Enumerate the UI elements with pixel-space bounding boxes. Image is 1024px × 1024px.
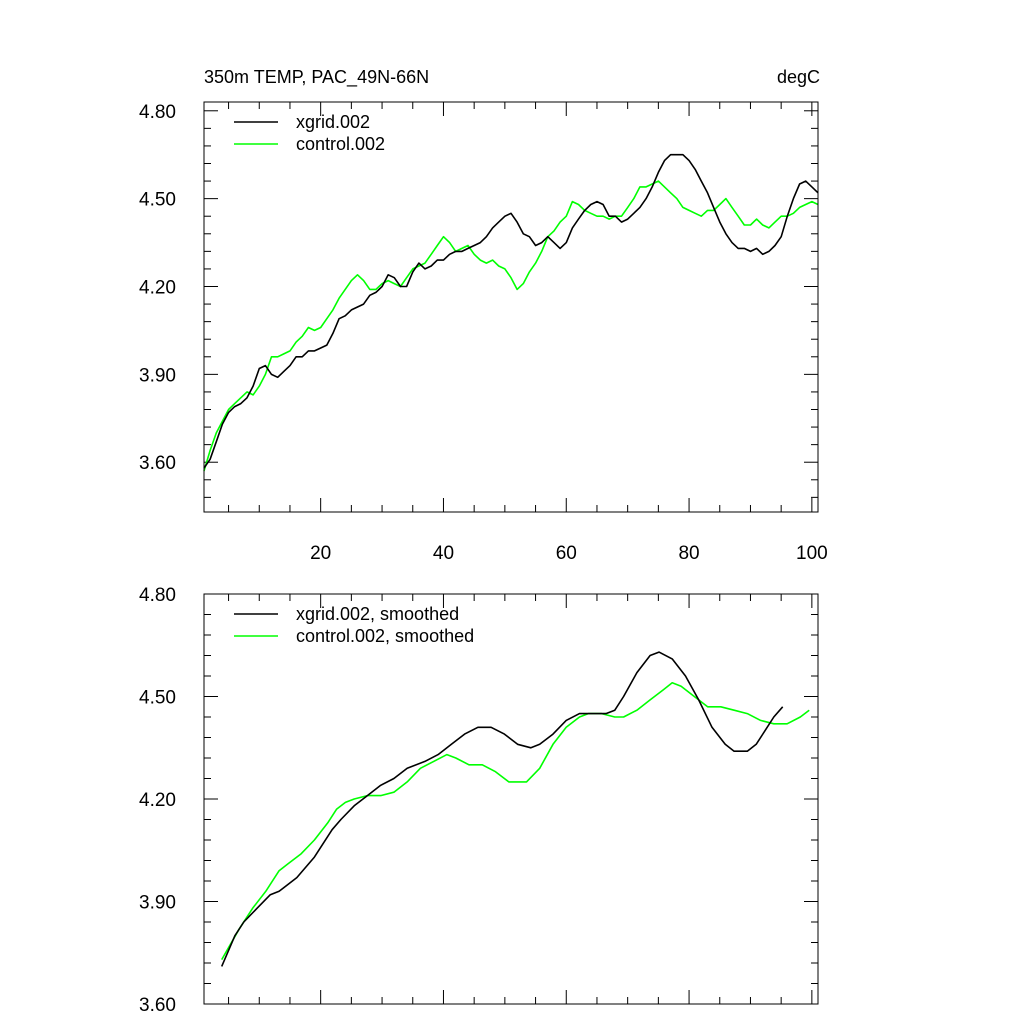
series-line-xgrid <box>220 651 784 967</box>
legend-label: xgrid.002 <box>296 112 370 132</box>
x-tick-label: 100 <box>796 543 828 564</box>
series-line-control <box>221 682 810 960</box>
y-tick-label: 4.20 <box>139 790 176 811</box>
chart-title: 350m TEMP, PAC_49N-66N <box>204 67 429 88</box>
y-tick-label: 3.60 <box>139 995 176 1016</box>
y-tick-label: 3.60 <box>139 453 176 474</box>
bottom-panel-frame <box>203 593 819 1005</box>
x-tick-label: 20 <box>310 543 331 564</box>
y-tick-label: 4.50 <box>139 190 176 211</box>
bottom-panel-series <box>220 651 810 967</box>
legend-label: xgrid.002, smoothed <box>296 604 459 624</box>
y-tick-label: 3.90 <box>139 365 176 386</box>
units-label: degC <box>777 67 820 87</box>
legend-label: control.002, smoothed <box>296 626 474 646</box>
top-panel-frame <box>203 101 819 513</box>
y-tick-label: 4.50 <box>139 688 176 709</box>
series-line-control <box>203 180 819 472</box>
series-line-xgrid <box>203 153 819 469</box>
y-tick-label: 4.80 <box>139 102 176 123</box>
top-panel-series <box>203 153 819 472</box>
x-tick-label: 80 <box>678 543 699 564</box>
top-panel-ticks: 3.60 3.90 4.20 4.50 4.80 20 40 60 80 100 <box>139 102 828 564</box>
bottom-panel: 3.60 3.90 4.20 4.50 4.80 xgrid.002, smoothed… <box>139 585 819 1016</box>
x-tick-label: 60 <box>556 543 577 564</box>
y-tick-label: 3.90 <box>139 893 176 914</box>
legend-label: control.002 <box>296 134 385 154</box>
x-tick-label: 40 <box>433 543 454 564</box>
y-tick-label: 4.80 <box>139 585 176 606</box>
top-panel: 350m TEMP, PAC_49N-66N degC 3.60 3.90 4.20… <box>139 67 828 564</box>
y-tick-label: 4.20 <box>139 278 176 299</box>
